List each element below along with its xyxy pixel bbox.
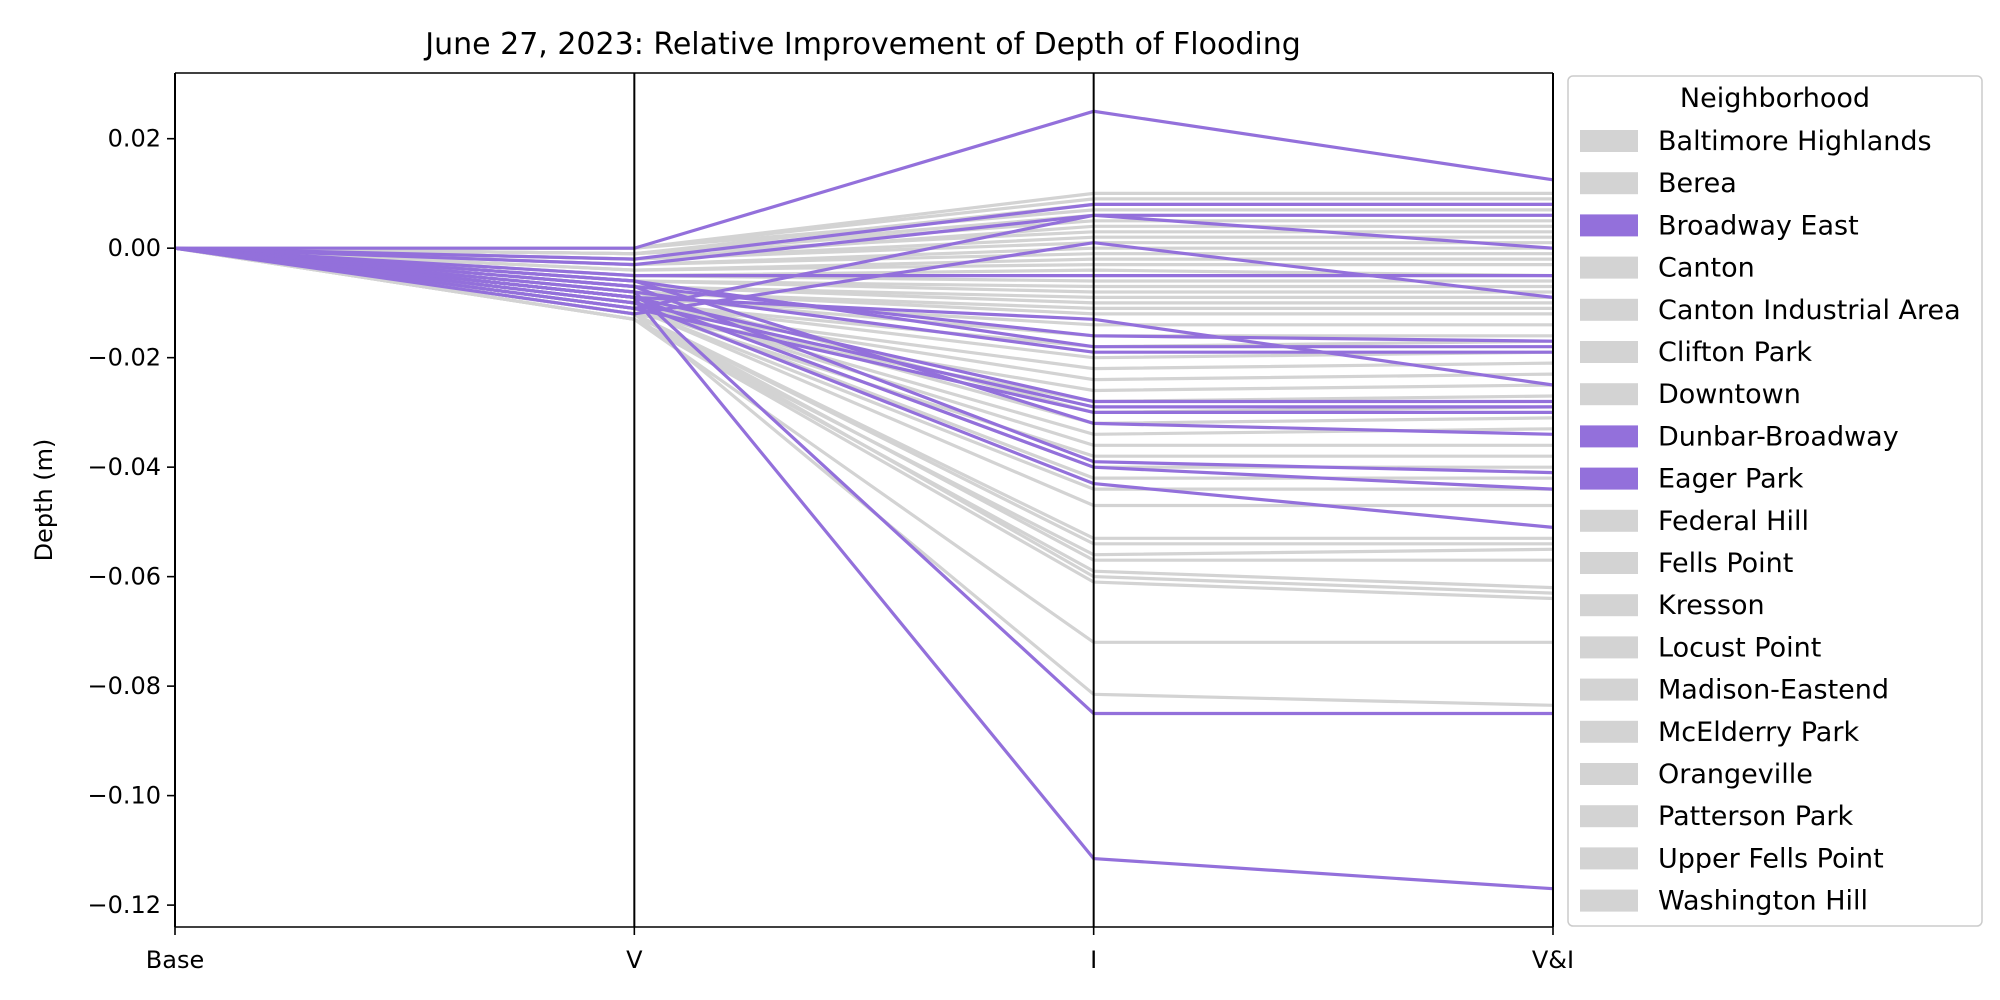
legend-entry-label: Upper Fells Point [1658, 843, 1884, 874]
y-tick-label: 0.00 [108, 234, 161, 262]
legend-entry-label: Broadway East [1658, 210, 1859, 241]
legend-swatch [1580, 636, 1638, 659]
series-line-highlighted [174, 246, 1554, 475]
x-tick-label: I [1090, 946, 1097, 974]
series-line-highlighted [174, 213, 1553, 267]
legend-entry-label: Downtown [1658, 379, 1801, 410]
series-line-highlighted [174, 246, 1554, 436]
x-tick-label: V&I [1532, 946, 1574, 974]
legend-swatch [1580, 805, 1638, 828]
y-ticks: 0.02 0.00 −0.02 −0.04 −0.06 −0.08 −0.10 −0.12 [87, 125, 175, 919]
legend-swatch [1580, 425, 1638, 448]
legend-entry-label: Locust Point [1658, 632, 1821, 663]
legend-entry-label: Baltimore Highlands [1658, 126, 1932, 157]
legend-entry-label: Orangeville [1658, 759, 1813, 790]
y-tick-label: −0.12 [87, 891, 161, 919]
legend-swatch [1580, 130, 1638, 152]
legend-entry-label: Clifton Park [1658, 337, 1812, 368]
y-tick-label: −0.04 [87, 453, 161, 481]
legend-swatch [1580, 383, 1638, 406]
legend-entry-label: Canton Industrial Area [1658, 295, 1961, 326]
series-group-highlighted [174, 109, 1554, 891]
series-line-highlighted [175, 109, 1554, 250]
legend-swatch [1580, 847, 1638, 870]
legend-entry-label: Dunbar-Broadway [1658, 421, 1899, 452]
y-tick-label: −0.08 [87, 672, 161, 700]
legend-entry-label: Canton [1658, 253, 1755, 284]
y-tick-label: −0.10 [87, 782, 161, 810]
legend-swatch [1580, 256, 1638, 279]
legend-swatch [1580, 763, 1638, 785]
legend-swatch [1580, 298, 1638, 321]
legend-entry-label: Federal Hill [1658, 506, 1809, 537]
x-tick-labels: Base V I V&I [146, 927, 1574, 974]
legend-swatch [1580, 509, 1638, 532]
legend-title: Neighborhood [1680, 83, 1870, 114]
legend-swatch [1580, 552, 1638, 574]
y-tick-label: −0.06 [87, 563, 161, 591]
y-axis-label: Depth (m) [30, 439, 58, 562]
legend-swatch [1580, 720, 1638, 743]
series-line-highlighted [174, 246, 1554, 891]
legend-swatch [1580, 594, 1638, 617]
legend-entry-label: Patterson Park [1658, 801, 1853, 832]
legend-swatch [1580, 889, 1638, 912]
chart-title: June 27, 2023: Relative Improvement of D… [423, 27, 1301, 62]
y-tick-label: −0.02 [87, 344, 161, 372]
legend-entry-label: Madison-Eastend [1658, 675, 1889, 706]
series-line-highlighted [174, 202, 1553, 261]
series-line-highlighted [174, 246, 1553, 414]
vertical-axes [174, 72, 1554, 928]
series-line-other [174, 246, 1553, 272]
legend-entry-label: Kresson [1658, 590, 1765, 621]
legend-swatch [1580, 214, 1638, 237]
legend-entry-label: Fells Point [1658, 548, 1793, 579]
x-tick-label: V [626, 946, 643, 974]
legend-entries: Baltimore Highlands Berea Broadway East Can… [1580, 126, 1961, 917]
series-line-highlighted [174, 246, 1553, 716]
series-line-highlighted [174, 241, 1554, 316]
legend: Neighborhood Baltimore Highlands Berea Bro… [1567, 75, 1983, 927]
series-line-highlighted [174, 246, 1554, 529]
legend-entry-label: Eager Park [1658, 464, 1804, 495]
series-line-other [174, 246, 1553, 644]
series-line-highlighted [174, 246, 1553, 278]
legend-entry-label: McElderry Park [1658, 717, 1859, 748]
legend-swatch [1580, 172, 1638, 195]
legend-entry-label: Berea [1658, 168, 1737, 199]
y-tick-label: 0.02 [108, 125, 161, 153]
legend-swatch [1580, 341, 1638, 363]
legend-swatch [1580, 678, 1638, 701]
legend-swatch [1580, 467, 1638, 490]
legend-entry-label: Washington Hill [1658, 886, 1868, 917]
legend-frame [1567, 75, 1983, 927]
x-tick-label: Base [146, 946, 204, 974]
